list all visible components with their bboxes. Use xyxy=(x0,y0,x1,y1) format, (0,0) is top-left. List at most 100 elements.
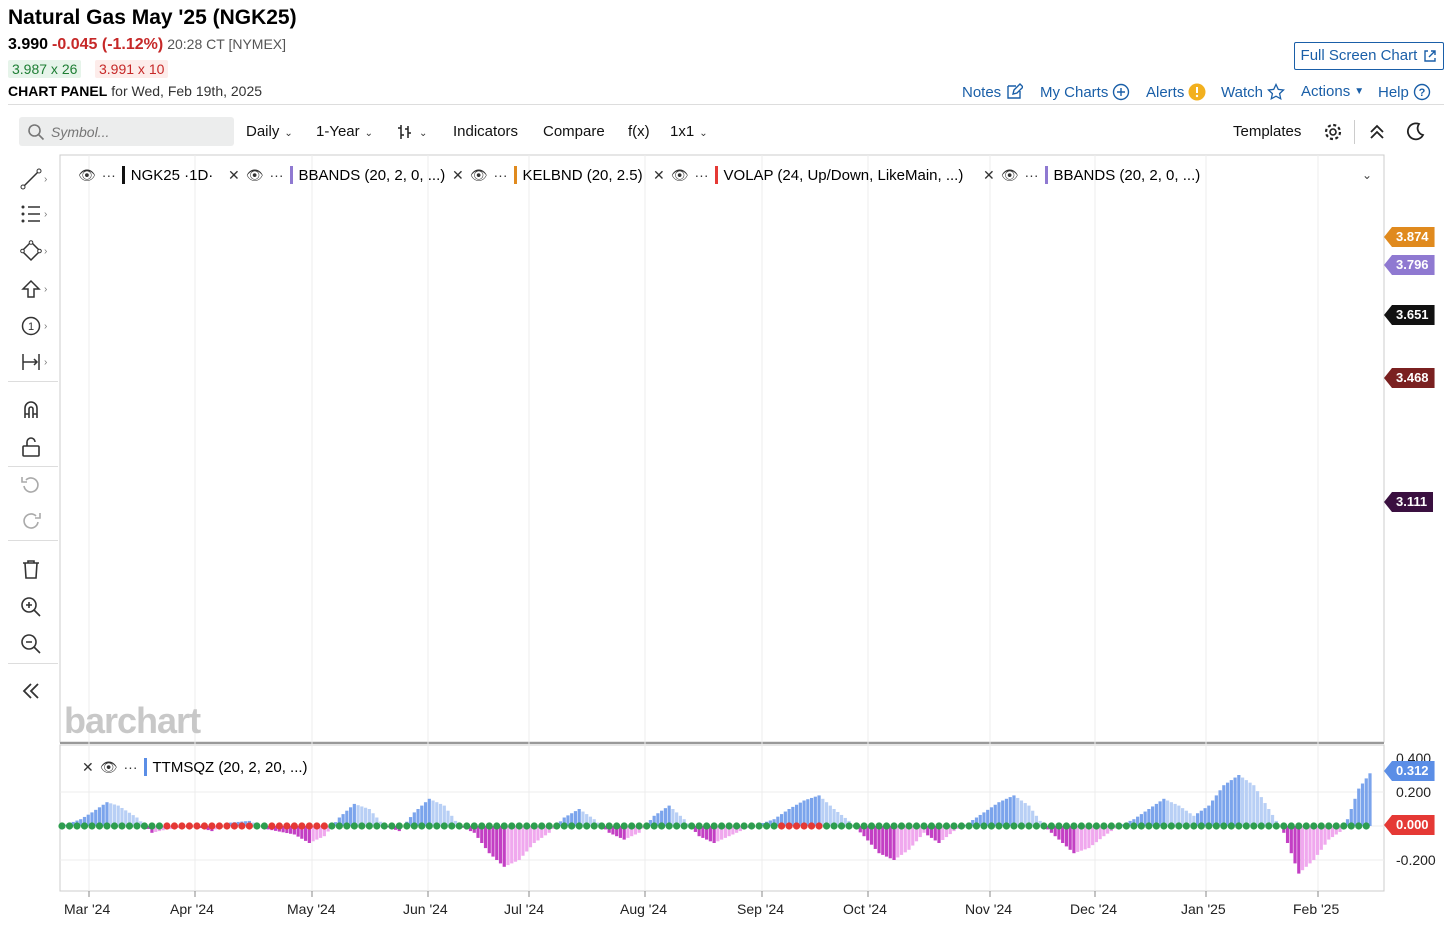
actions-menu[interactable]: Actions ▼ xyxy=(1301,83,1364,100)
histogram-bar xyxy=(453,820,458,826)
close-icon[interactable]: ✕ xyxy=(983,166,995,183)
text-tool-icon[interactable]: › xyxy=(20,200,48,228)
alerts-link[interactable]: Alerts xyxy=(1146,83,1206,101)
moon-icon[interactable] xyxy=(1405,121,1425,146)
help-label: Help xyxy=(1378,83,1409,101)
histogram-bar xyxy=(1139,814,1143,826)
more-icon[interactable]: ··· xyxy=(493,167,508,183)
collapse-up-icon[interactable] xyxy=(1368,122,1386,147)
chart-panel-date: for Wed, Feb 19th, 2025 xyxy=(111,83,263,99)
magnet-icon[interactable] xyxy=(20,395,48,423)
histogram-bar xyxy=(528,826,533,848)
histogram-bar xyxy=(371,813,375,826)
layout-dropdown[interactable]: 1x1 ⌄ xyxy=(670,123,708,140)
squeeze-dot xyxy=(230,822,239,830)
symbol-search[interactable] xyxy=(19,117,234,146)
lock-icon[interactable] xyxy=(20,433,48,461)
histogram-bar xyxy=(378,821,383,826)
histogram-bar xyxy=(1162,798,1166,826)
squeeze-dot xyxy=(1190,822,1198,830)
shape-tool-icon[interactable]: › xyxy=(20,237,48,265)
histogram-bar xyxy=(783,811,787,826)
squeeze-dot xyxy=(545,822,553,830)
my-charts-label: My Charts xyxy=(1040,83,1109,101)
more-icon[interactable]: ··· xyxy=(101,167,116,183)
measure-icon[interactable]: › xyxy=(20,348,48,376)
full-screen-chart-button[interactable]: Full Screen Chart xyxy=(1294,42,1444,70)
close-icon[interactable]: ✕ xyxy=(228,166,240,183)
symbol-input[interactable] xyxy=(51,123,221,140)
my-charts-link[interactable]: My Charts xyxy=(1040,83,1130,101)
histogram-bar xyxy=(1064,826,1069,847)
x-axis-label: Nov '24 xyxy=(965,901,1012,917)
squeeze-dot xyxy=(148,822,156,830)
eye-icon[interactable]: 👁 xyxy=(1000,166,1019,183)
help-link[interactable]: Help ? xyxy=(1378,83,1431,101)
chart-canvas[interactable]: 4.0003.8003.6003.4003.2003.0002.8002.600… xyxy=(0,152,1456,929)
arrow-up-icon[interactable]: › xyxy=(20,275,48,303)
eye-icon[interactable]: 👁 xyxy=(670,166,689,183)
interval-dropdown[interactable]: Daily ⌄ xyxy=(246,123,293,140)
line-tool-icon[interactable]: › xyxy=(20,165,48,193)
eye-icon[interactable]: 👁 xyxy=(469,166,488,183)
histogram-bar xyxy=(468,826,473,832)
indicators-button[interactable]: Indicators xyxy=(453,123,519,140)
histogram-bar xyxy=(937,826,941,843)
close-icon[interactable]: ✕ xyxy=(653,166,665,183)
more-icon[interactable]: ··· xyxy=(694,167,709,183)
histogram-bar xyxy=(1297,826,1301,874)
range-dropdown[interactable]: 1-Year ⌄ xyxy=(316,123,373,140)
gear-icon[interactable] xyxy=(1323,122,1343,147)
histogram-bar xyxy=(116,805,120,826)
watch-link[interactable]: Watch xyxy=(1221,83,1285,101)
squeeze-dot xyxy=(553,822,561,830)
eye-icon[interactable]: 👁 xyxy=(78,166,96,183)
legend-swatch xyxy=(143,758,147,776)
more-icon[interactable]: ··· xyxy=(1024,167,1039,183)
squeeze-dot xyxy=(710,822,718,830)
histogram-bar xyxy=(1098,826,1102,840)
collapse-icon[interactable] xyxy=(20,677,48,705)
histogram-bar xyxy=(1237,775,1241,826)
legend-collapse-chevron-icon[interactable]: ⌄ xyxy=(1362,168,1373,182)
histogram-bar xyxy=(1121,824,1125,826)
redo-icon[interactable] xyxy=(20,507,48,535)
histogram-bar xyxy=(1079,826,1084,851)
numbered-marker-icon[interactable]: 1 › xyxy=(20,312,48,340)
squeeze-dot xyxy=(748,822,756,830)
eye-icon[interactable]: 👁 xyxy=(99,758,118,775)
histogram-bar xyxy=(363,807,368,826)
histogram-bar xyxy=(1263,803,1267,826)
histogram-bar xyxy=(109,803,113,826)
histogram-bar xyxy=(873,826,877,849)
fx-button[interactable]: f(x) xyxy=(628,123,650,140)
histogram-bar xyxy=(536,826,540,841)
squeeze-dot xyxy=(268,822,276,830)
compare-button[interactable]: Compare xyxy=(543,123,605,140)
histogram-bar xyxy=(408,817,413,826)
squeeze-dot xyxy=(665,822,673,830)
histogram-bar xyxy=(570,813,574,826)
more-icon[interactable]: ··· xyxy=(269,167,284,183)
squeeze-dot xyxy=(1122,822,1130,830)
x-axis-label: Jun '24 xyxy=(403,901,448,917)
more-icon[interactable]: ··· xyxy=(123,759,138,775)
histogram-bar xyxy=(393,826,398,830)
zoom-in-icon[interactable] xyxy=(20,593,48,621)
notes-link[interactable]: Notes xyxy=(962,83,1024,101)
eye-icon[interactable]: 👁 xyxy=(245,166,264,183)
close-icon[interactable]: ✕ xyxy=(82,758,94,775)
trash-icon[interactable] xyxy=(20,555,48,583)
histogram-bar xyxy=(663,808,668,826)
squeeze-dot xyxy=(852,822,861,830)
bar-type-dropdown[interactable]: ⌄ xyxy=(396,123,427,141)
squeeze-dot xyxy=(185,822,194,830)
histogram-bar xyxy=(588,816,593,826)
net-change: -0.045 (-1.12%) xyxy=(52,36,164,53)
squeeze-dot xyxy=(703,822,711,830)
histogram-bar xyxy=(506,826,510,866)
zoom-out-icon[interactable] xyxy=(20,630,48,658)
close-icon[interactable]: ✕ xyxy=(452,166,464,183)
undo-icon[interactable] xyxy=(20,471,48,499)
templates-button[interactable]: Templates xyxy=(1233,123,1302,140)
